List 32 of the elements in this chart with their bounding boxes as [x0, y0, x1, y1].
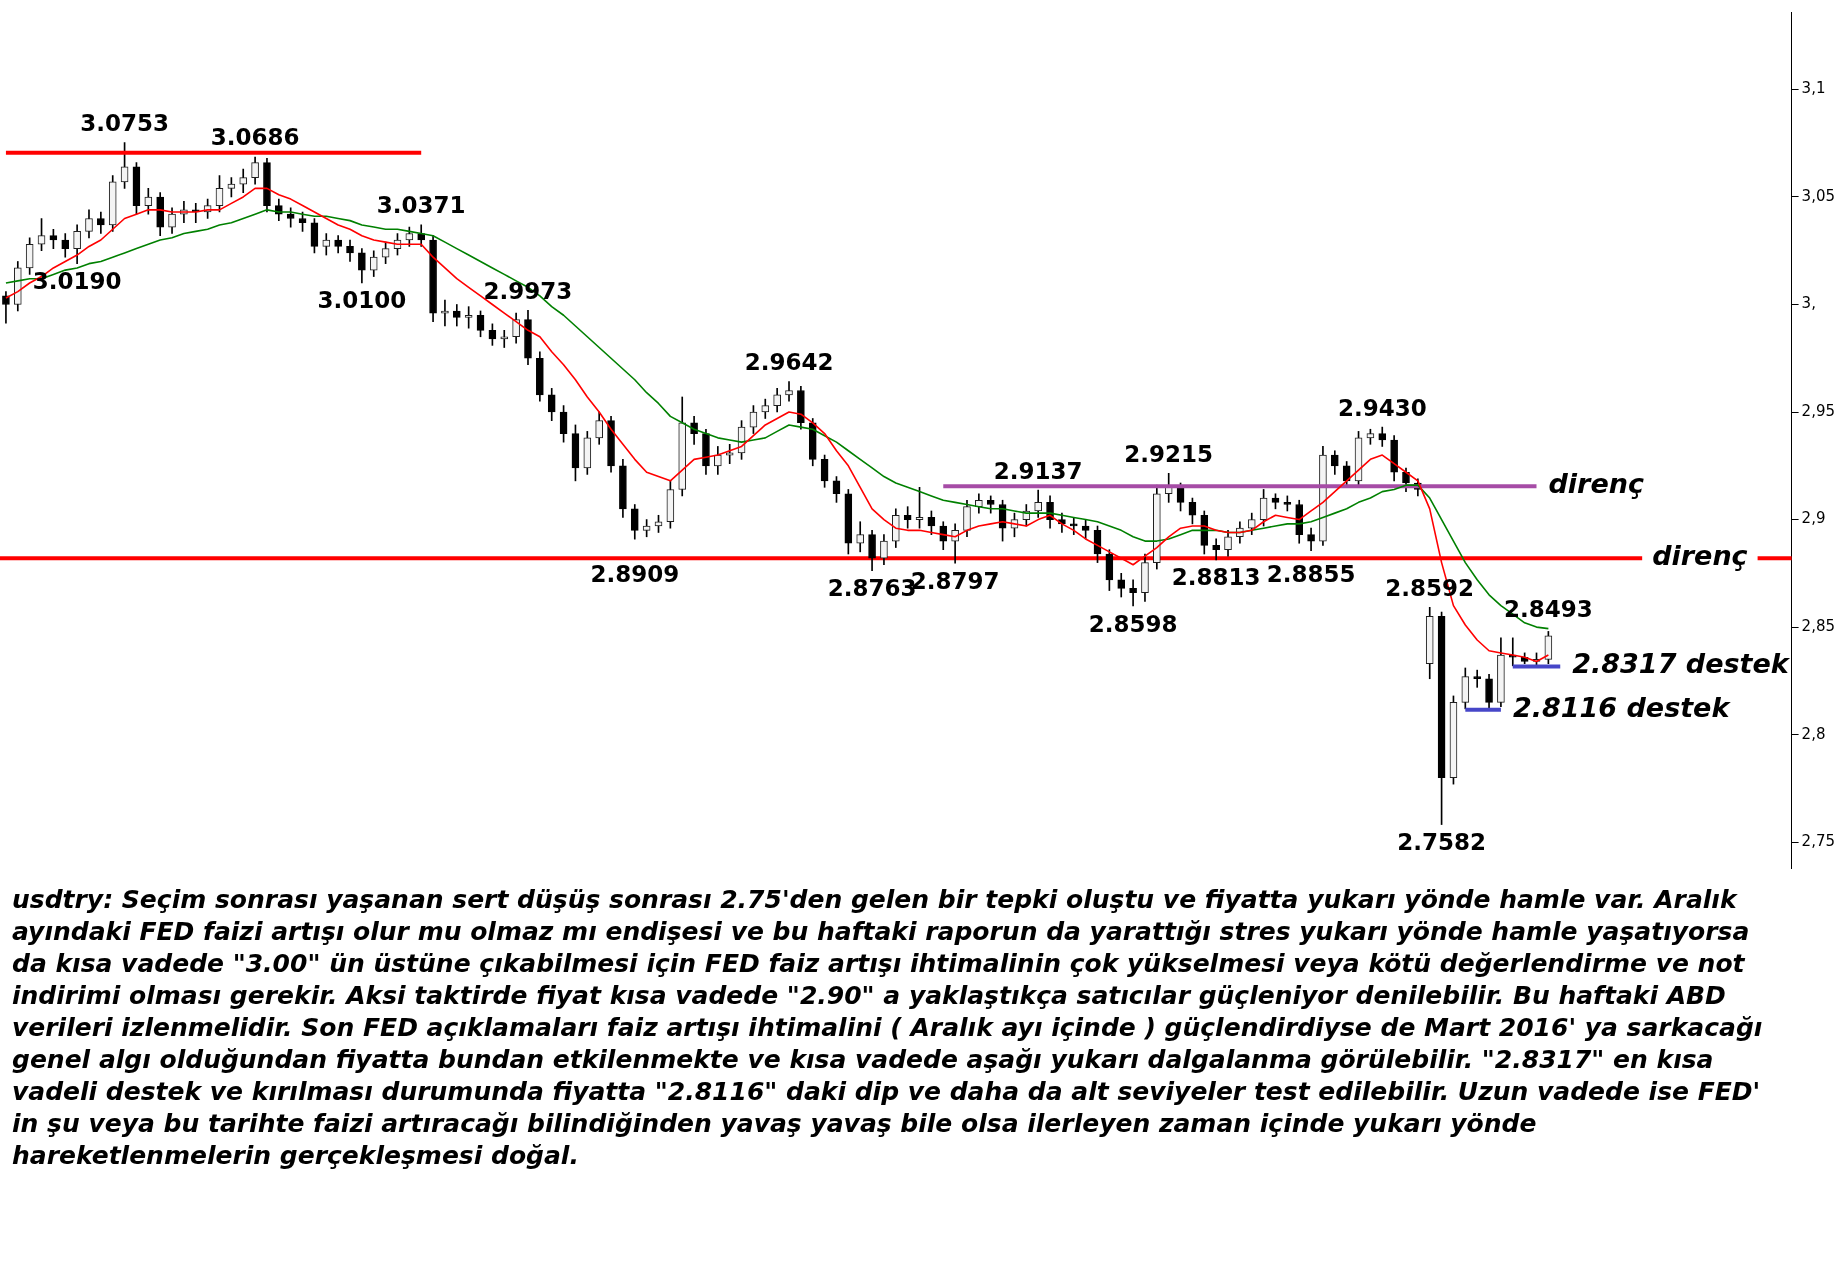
annotation: 3.0753	[80, 110, 169, 137]
candlestick	[785, 381, 793, 402]
y-tick-label: 2,8	[1801, 724, 1826, 743]
candlestick	[1129, 579, 1137, 607]
annotation: 3.0371	[376, 192, 466, 219]
y-tick-label: 2,9	[1801, 509, 1826, 528]
text: usdtry: Seçim sonrası yaşanan sert düşüş sonrası 2.75'den gelen bir tepki oluştu ve fiyatta yukarı yönde hamle var. Aralık ayındaki FED faizi artışı olur mu olmaz mı endişesi ve bu haftaki raporun da yarattığı stres yukarı yönde hamle yaşatıyorsa da kısa vadede "3.00" ün üstüne çıkabilmesi için FED faiz artışı ihtimalinin çok yükselmesi veya kötü değerlendirme ve not indirimi olması gerekir. Aksi taktirde fiyat kısa vadede "2.90" a yaklaştıkça satıcılar güçleniyor denilebilir. Bu haftaki ABD verileri izlenmelidir. Son FED açıklamaları faiz artışı ihtimalini ( Aralık ayı içinde ) güçlendirdiyse de Mart 2016' ya sarkacağı genel algı olduğundan fiyatta bundan etkilenmekte ve kısa vadede aşağı yukarı dalgalanma görülebilir. "2.8317" en kısa vadeli destek ve kırılması durumunda fiyatta "2.8116" daki dip ve daha da alt seviyeler test edilebilir. Uzun vadede ise FED' in şu veya bu tarihte faizi artıracağı bilindiğinden yavaş yavaş bile olsa ilerleyen zaman içinde yukarı yönde hareketlenmelerin gerçekleşmesi doğal.	[12, 885, 1763, 1170]
annotation: 2.9215	[1124, 440, 1214, 467]
y-tick-label: 2,85	[1801, 617, 1836, 636]
series-label: direnç	[1548, 468, 1644, 500]
annotation: 3.0100	[317, 287, 407, 314]
y-tick-label: 2,95	[1801, 401, 1836, 420]
y-tick-label: 3,1	[1801, 79, 1826, 98]
annotation: 2.8855	[1266, 560, 1356, 587]
y-tick-label: 3,	[1801, 294, 1816, 313]
series-label: 2.8116 destek	[1512, 691, 1732, 723]
annotation: 2.9137	[993, 457, 1083, 484]
annotation: 3.0190	[32, 268, 122, 295]
candlestick	[500, 329, 509, 348]
annotation: 2.7582	[1397, 829, 1486, 856]
series-label: 2.8317 destek	[1572, 648, 1791, 680]
y-tick-label: 3,05	[1801, 186, 1836, 205]
candlestick	[1473, 669, 1482, 688]
annotation: 2.8598	[1088, 610, 1178, 637]
annotation: 2.8909	[590, 560, 680, 587]
annotation: 3.0686	[210, 124, 300, 151]
annotation: 2.9642	[744, 348, 834, 375]
y-tick-label: 2,75	[1801, 832, 1836, 851]
ref-line-label: direnç	[1652, 540, 1748, 572]
annotation: 2.8813	[1171, 564, 1261, 591]
annotation: 2.8493	[1503, 596, 1593, 623]
annotation: 2.9430	[1337, 394, 1427, 421]
